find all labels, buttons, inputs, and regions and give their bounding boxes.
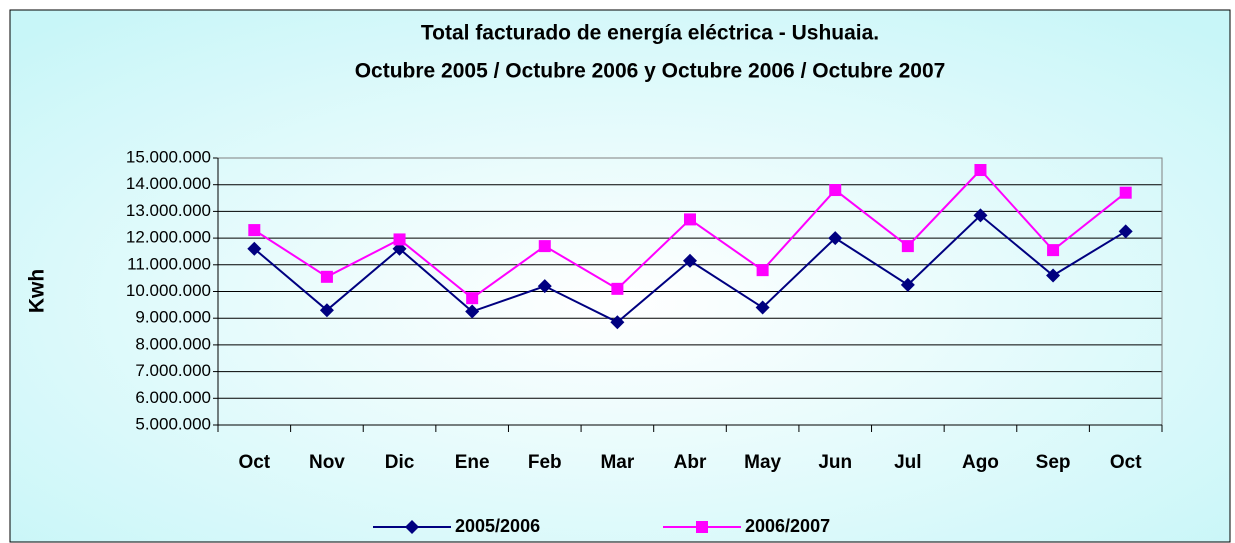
marker xyxy=(610,315,625,330)
y-tick-label: 15.000.000 xyxy=(126,147,211,166)
marker xyxy=(1046,268,1061,283)
x-tick-label: Oct xyxy=(238,452,270,473)
marker xyxy=(465,304,480,319)
x-tick-label: Feb xyxy=(528,452,562,473)
y-tick-label: 13.000.000 xyxy=(126,201,211,220)
y-axis-label: Kwh xyxy=(26,269,49,313)
chart-subtitle: Octubre 2005 / Octubre 2006 y Octubre 20… xyxy=(355,60,946,83)
marker xyxy=(538,240,551,253)
x-tick-label: Ene xyxy=(455,452,490,473)
marker xyxy=(248,224,261,237)
marker xyxy=(829,184,842,197)
marker xyxy=(973,208,988,223)
x-tick-label: Dic xyxy=(385,452,415,473)
x-tick-label: Ago xyxy=(962,452,999,473)
marker xyxy=(683,253,697,268)
marker xyxy=(1047,244,1060,257)
x-tick-label: Abr xyxy=(674,452,707,473)
marker xyxy=(320,270,333,283)
marker xyxy=(247,241,262,256)
y-tick-label: 10.000.000 xyxy=(126,281,211,300)
y-tick-label: 11.000.000 xyxy=(127,254,211,273)
x-tick-label: Sep xyxy=(1036,452,1071,473)
x-tick-label: Mar xyxy=(600,452,634,473)
y-tick-label: 14.000.000 xyxy=(126,174,211,193)
marker xyxy=(405,520,419,534)
chart-title: Total facturado de energía eléctrica - U… xyxy=(421,22,879,45)
y-tick-label: 6.000.000 xyxy=(135,388,211,407)
y-tick-label: 9.000.000 xyxy=(135,308,211,327)
marker xyxy=(1119,186,1132,199)
marker xyxy=(319,303,334,318)
legend-label: 2005/2006 xyxy=(455,516,540,536)
y-tick-label: 5.000.000 xyxy=(135,414,211,433)
marker xyxy=(696,521,708,533)
marker xyxy=(974,164,987,177)
marker xyxy=(756,264,769,277)
marker xyxy=(901,240,914,253)
x-tick-label: Oct xyxy=(1110,452,1142,473)
chart-frame xyxy=(9,9,1231,543)
x-tick-label: Jun xyxy=(818,452,852,473)
marker xyxy=(828,231,843,246)
y-tick-label: 12.000.000 xyxy=(126,228,211,247)
y-tick-label: 7.000.000 xyxy=(135,361,211,380)
x-tick-label: Nov xyxy=(309,452,345,473)
marker xyxy=(755,300,770,315)
marker xyxy=(537,279,552,294)
legend-label: 2006/2007 xyxy=(745,516,830,536)
marker xyxy=(611,282,624,295)
marker xyxy=(393,233,406,246)
x-tick-label: Jul xyxy=(894,452,921,473)
x-tick-label: May xyxy=(744,452,781,473)
marker xyxy=(684,213,696,226)
marker xyxy=(466,292,479,305)
marker xyxy=(900,277,915,292)
marker xyxy=(1118,224,1133,239)
y-tick-label: 8.000.000 xyxy=(135,334,211,353)
